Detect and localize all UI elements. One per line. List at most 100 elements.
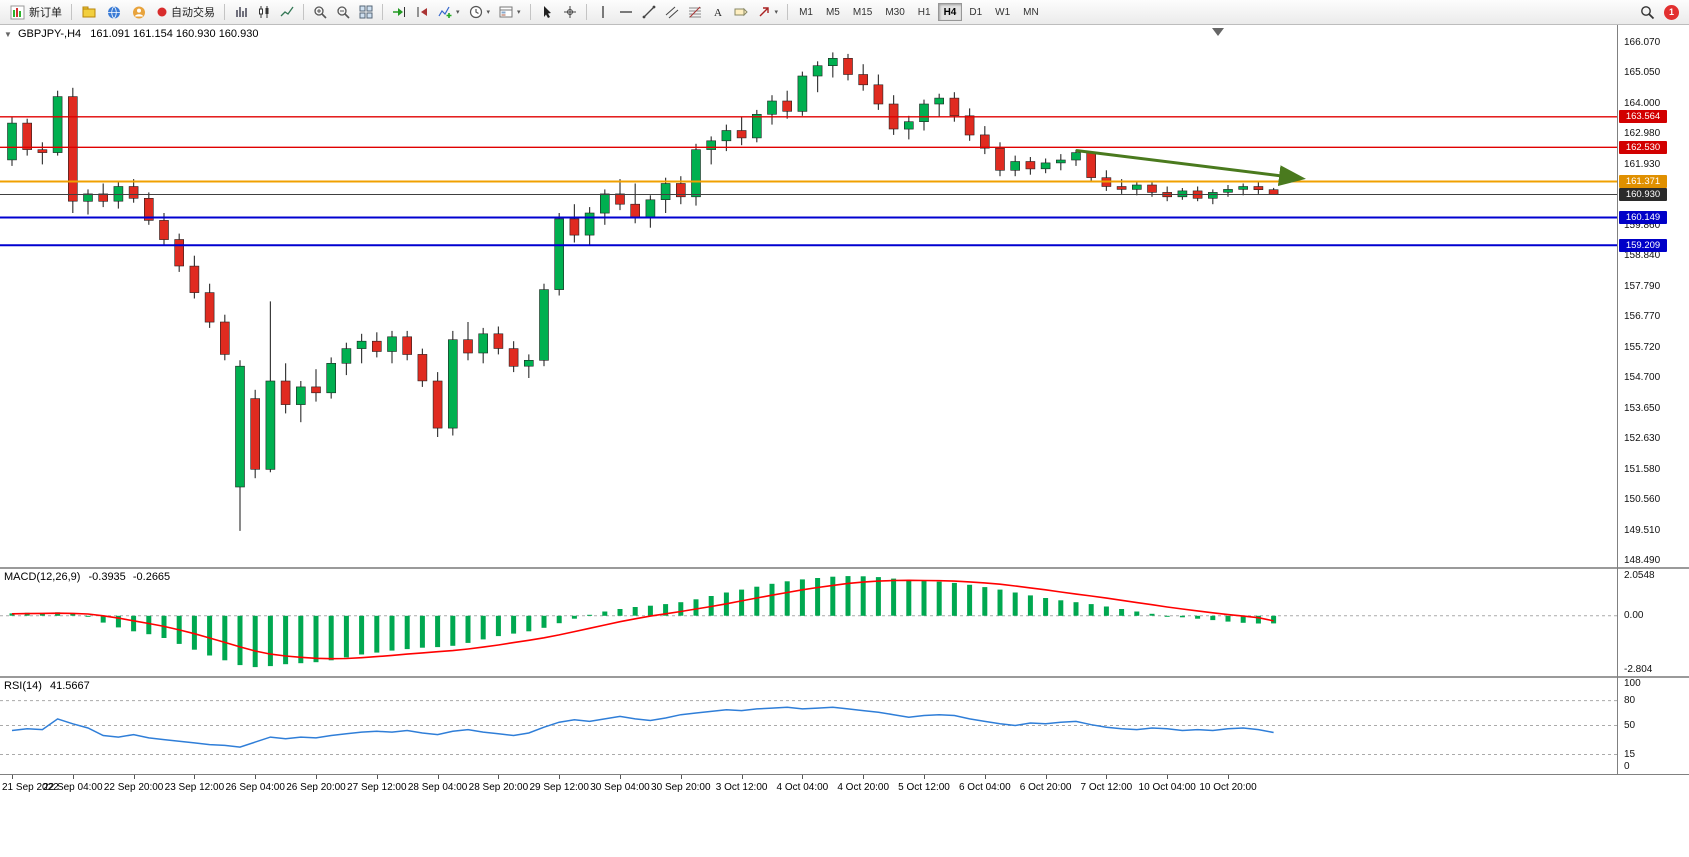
- periods-button[interactable]: ▾: [465, 2, 495, 22]
- horizontal-line-button[interactable]: [615, 2, 637, 22]
- chevron-down-icon: ▾: [456, 9, 460, 16]
- price-axis-label: 154.700: [1624, 372, 1661, 383]
- time-axis-label: 28 Sep 20:00: [468, 782, 529, 793]
- time-tick: [863, 775, 865, 779]
- time-axis-label: 6 Oct 04:00: [958, 782, 1011, 793]
- panel-separator[interactable]: [0, 567, 1689, 569]
- price-axis-label: 165.050: [1624, 67, 1661, 79]
- templates-button[interactable]: ▾: [495, 2, 525, 22]
- trendline-button[interactable]: [638, 2, 660, 22]
- panel-separator[interactable]: [0, 676, 1689, 678]
- tile-windows-icon: [359, 5, 373, 19]
- text-icon: A: [711, 5, 725, 19]
- documents-button[interactable]: [77, 2, 101, 22]
- rsi-axis-label: 80: [1624, 694, 1636, 706]
- zoom-in-button[interactable]: [309, 2, 331, 22]
- crosshair-button[interactable]: [559, 2, 581, 22]
- time-tick: [1045, 775, 1047, 779]
- channel-button[interactable]: [661, 2, 683, 22]
- rsi-name: RSI(14): [4, 680, 42, 692]
- new-order-button[interactable]: 新订单: [6, 2, 66, 22]
- chart-shift-button[interactable]: [411, 2, 433, 22]
- one-click-trading-icon[interactable]: ▼: [4, 30, 12, 39]
- toolbar-separator: [71, 4, 72, 20]
- timeframe-h4-button[interactable]: H4: [937, 3, 963, 21]
- search-button[interactable]: [1636, 2, 1659, 22]
- rsi-title: RSI(14) 41.5667: [4, 680, 90, 692]
- rsi-value: 41.5667: [49, 680, 90, 692]
- macd-axis[interactable]: 2.0548 0.00 -2.804: [1618, 569, 1689, 676]
- price-axis-label: 150.560: [1624, 494, 1661, 505]
- timeframe-m30-button[interactable]: M30: [885, 6, 905, 18]
- toolbar: 新订单 自动交易 ▾ ▾ ▾ A ▾ M1 M5 M15 M30 H1 H4 D1 W1 MN 1: [0, 0, 1689, 25]
- bar-chart-icon: [234, 5, 248, 19]
- time-axis-label: 22 Sep 20:00: [103, 782, 164, 793]
- arrows-button[interactable]: ▾: [753, 2, 783, 22]
- tile-windows-button[interactable]: [355, 2, 377, 22]
- vertical-line-button[interactable]: [592, 2, 614, 22]
- globe-button[interactable]: [102, 2, 126, 22]
- svg-text:A: A: [714, 7, 722, 19]
- macd-axis-label: -2.804: [1624, 664, 1653, 675]
- cursor-icon: [540, 5, 554, 19]
- indicators-button[interactable]: ▾: [434, 2, 464, 22]
- price-axis-label: 148.490: [1624, 555, 1661, 566]
- line-chart-button[interactable]: [276, 2, 298, 22]
- zoom-out-button[interactable]: [332, 2, 354, 22]
- fibonacci-button[interactable]: [684, 2, 706, 22]
- time-axis[interactable]: 21 Sep 2022 22 Sep 04:00 22 Sep 20:00 23 Se…: [0, 774, 1689, 800]
- chart-shift-marker[interactable]: [1212, 28, 1224, 36]
- rsi-axis-label: 0: [1624, 761, 1630, 772]
- time-tick: [316, 775, 317, 779]
- price-tag-160.149: 160.149: [1619, 211, 1667, 224]
- toolbar-separator: [529, 4, 531, 20]
- price-axis-label: 152.630: [1624, 433, 1661, 444]
- timeframe-w1-button[interactable]: W1: [995, 6, 1011, 18]
- time-axis-label: 26 Sep 20:00: [286, 782, 346, 793]
- auto-trading-button-label: 自动交易: [171, 7, 215, 19]
- rsi-axis[interactable]: 100 80 50 15 0: [1618, 678, 1689, 774]
- time-axis-label: 26 Sep 04:00: [225, 782, 285, 793]
- indicators-icon: [438, 5, 452, 19]
- price-axis-label: 155.720: [1624, 342, 1661, 353]
- cursor-button[interactable]: [536, 2, 558, 22]
- main-chart-panel[interactable]: ▼ GBPJPY-,H4 161.091 161.154 160.930 160…: [0, 25, 1617, 567]
- fibonacci-icon: [688, 5, 702, 19]
- macd-panel[interactable]: MACD(12,26,9) -0.3935 -0.2665: [0, 569, 1617, 676]
- candlestick-chart-button[interactable]: [253, 2, 275, 22]
- autotrading-icon: [156, 6, 168, 18]
- chevron-down-icon: ▾: [486, 9, 491, 16]
- time-tick: [741, 775, 743, 779]
- axis-divider: [1617, 25, 1618, 774]
- auto-scroll-button[interactable]: [388, 2, 410, 22]
- candlestick-chart[interactable]: [0, 25, 1617, 567]
- bar-chart-button[interactable]: [230, 2, 252, 22]
- notifications-badge[interactable]: 1: [1664, 4, 1679, 20]
- price-axis-label: 151.580: [1624, 464, 1661, 475]
- timeframe-mn-button[interactable]: MN: [1023, 6, 1039, 18]
- label-button[interactable]: [730, 2, 752, 22]
- timeframe-m1-button[interactable]: M1: [799, 6, 813, 18]
- time-axis-label: 23 Sep 12:00: [164, 782, 225, 793]
- price-axis-label: 156.770: [1624, 311, 1661, 322]
- price-axis[interactable]: 166.070 165.050 164.000 162.980 161.930 160.9…: [1618, 25, 1689, 567]
- trend-arrow[interactable]: [1075, 149, 1306, 187]
- timeframe-m5-button[interactable]: M5: [825, 6, 840, 18]
- label-icon: [734, 5, 748, 19]
- price-axis-label: 159.860: [1624, 220, 1661, 231]
- rsi-chart[interactable]: [0, 678, 1617, 774]
- price-tag-162.530: 162.530: [1619, 140, 1667, 154]
- timeframe-m15-button[interactable]: M15: [852, 6, 873, 18]
- rsi-panel[interactable]: RSI(14) 41.5667: [0, 678, 1617, 774]
- chart-title: ▼ GBPJPY-,H4 161.091 161.154 160.930 160…: [4, 28, 258, 40]
- time-tick: [1228, 775, 1229, 779]
- timeframe-h1-button[interactable]: H1: [917, 6, 931, 18]
- text-button[interactable]: A: [707, 2, 729, 22]
- price-tag-161.371: 161.371: [1619, 175, 1667, 188]
- timeframe-d1-button[interactable]: D1: [969, 6, 983, 18]
- time-tick: [133, 775, 135, 779]
- auto-trading-button[interactable]: 自动交易: [152, 2, 219, 22]
- macd-chart[interactable]: [0, 569, 1617, 676]
- community-button[interactable]: [127, 2, 151, 22]
